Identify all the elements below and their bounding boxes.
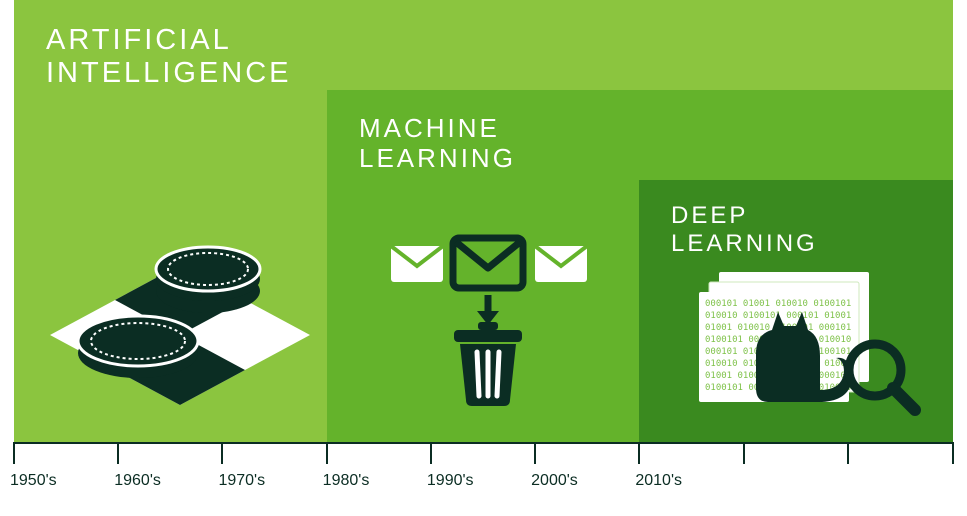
axis-tick [847, 442, 849, 464]
axis-tick [952, 442, 954, 464]
axis-tick-label: 1970's [218, 472, 265, 490]
axis-tick [221, 442, 223, 464]
diagram-area: ARTIFICIAL INTELLIGENCE [14, 0, 953, 442]
axis-tick [13, 442, 15, 464]
axis-tick [638, 442, 640, 464]
panel-ml-title: MACHINE LEARNING [359, 114, 516, 174]
panel-dl-title: DEEP LEARNING [671, 202, 818, 257]
panel-ai-title: ARTIFICIAL INTELLIGENCE [46, 24, 292, 91]
axis-tick-label: 1960's [114, 472, 161, 490]
checkers-icon [40, 180, 320, 420]
panel-dl: DEEP LEARNING 000101 01001 010010 010010… [639, 180, 953, 442]
axis-tick-label: 2010's [635, 472, 682, 490]
axis-tick [430, 442, 432, 464]
axis-line [14, 442, 953, 444]
axis-tick-label: 2000's [531, 472, 578, 490]
axis-tick-label: 1990's [427, 472, 474, 490]
axis-tick [534, 442, 536, 464]
timeline-axis: 1950's1960's1970's1980's1990's2000's2010… [14, 442, 953, 500]
axis-tick [117, 442, 119, 464]
svg-text:000101 01001 010010 0100101: 000101 01001 010010 0100101 [705, 299, 851, 309]
cat-binary-icon: 000101 01001 010010 0100101 010010 01001… [657, 260, 937, 430]
axis-tick [743, 442, 745, 464]
axis-tick [326, 442, 328, 464]
axis-tick-label: 1950's [10, 472, 57, 490]
spam-filter-icon [353, 210, 623, 420]
axis-tick-label: 1980's [323, 472, 370, 490]
